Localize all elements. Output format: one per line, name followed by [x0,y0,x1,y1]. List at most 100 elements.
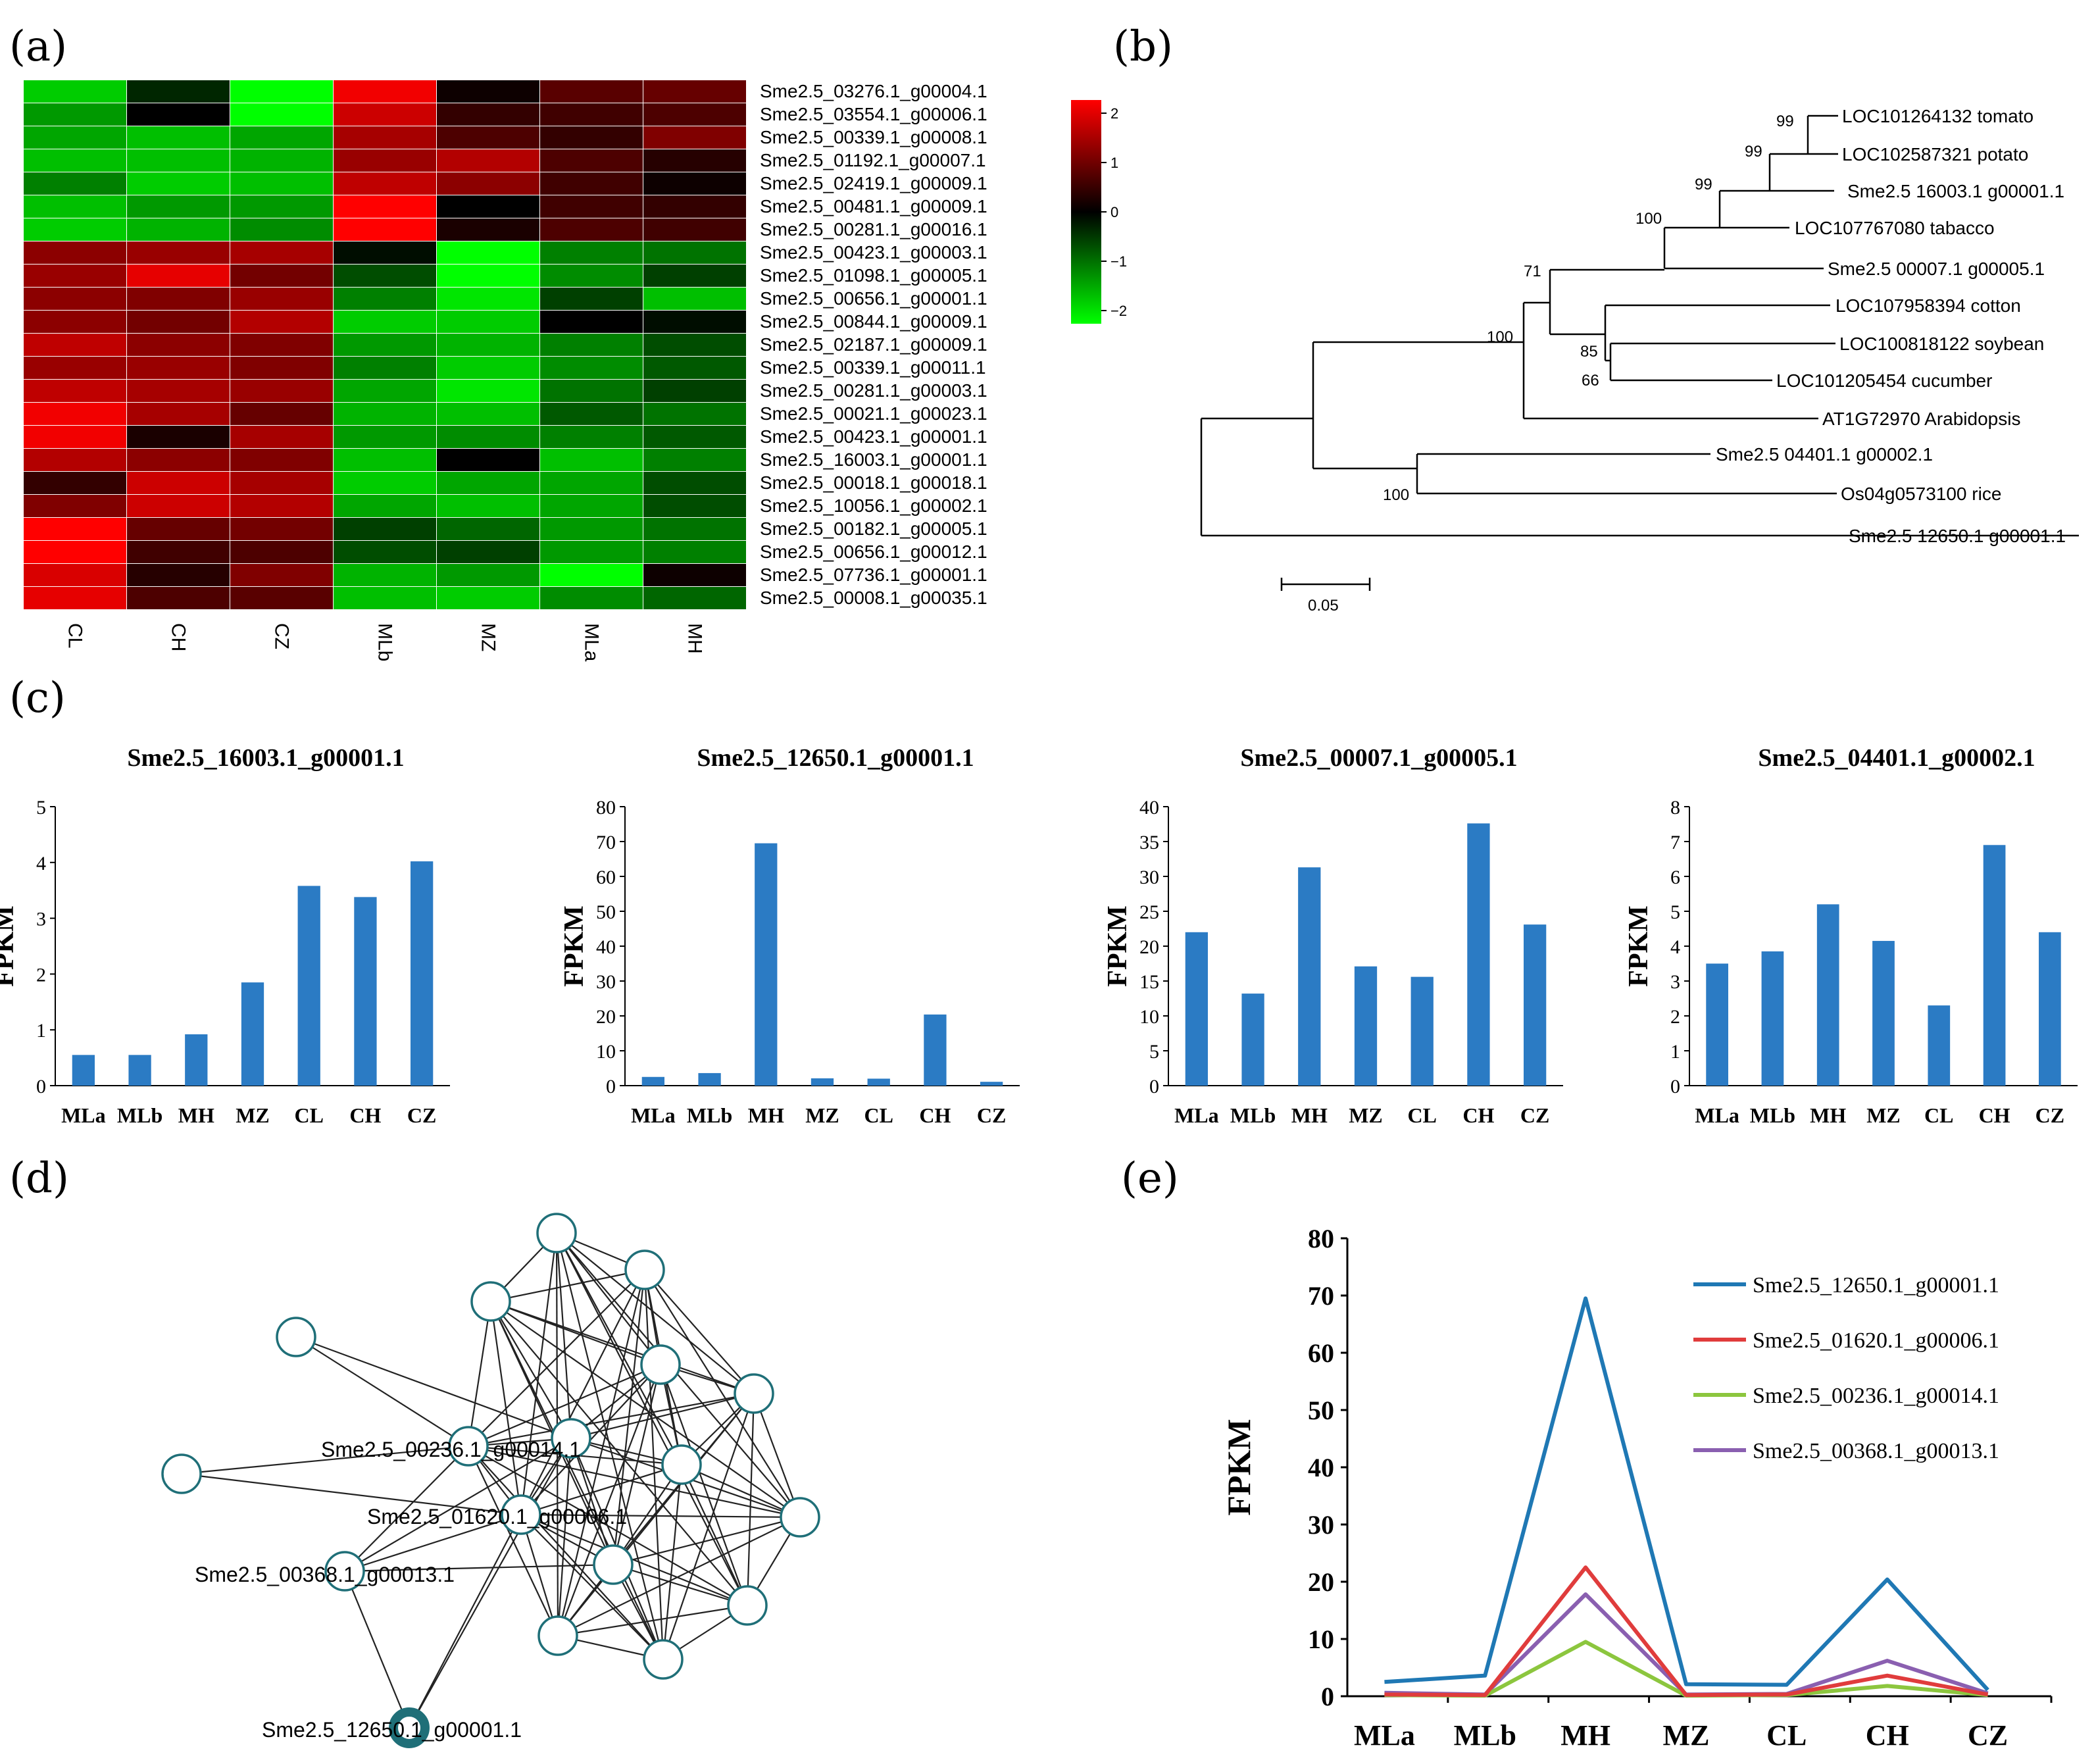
x-tick-label: MLb [1454,1719,1516,1751]
network-edge [644,1269,755,1394]
bar [755,843,778,1086]
tree-taxon-label: LOC101264132 tomato [1842,106,2034,126]
network-node [780,1497,820,1538]
bar [1706,963,1728,1086]
y-tick-label: 50 [596,901,616,923]
network-edge [490,1301,748,1606]
heatmap-gene-label: Sme2.5_03276.1_g00004.1 [760,81,987,101]
heatmap-cell [540,541,643,563]
heatmap-cell [24,195,126,218]
y-tick-label: 5 [1670,901,1680,923]
x-tick-label: MLa [61,1103,106,1127]
chart-title: Sme2.5_04401.1_g00002.1 [1758,744,2035,772]
network-node [276,1317,316,1357]
heatmap-cell [230,195,333,218]
heatmap-cell [24,80,126,103]
heatmap-cell [230,80,333,103]
heatmap-cell [643,587,746,609]
heatmap-cell [540,172,643,195]
heatmap-gene-label: Sme2.5_00423.1_g00003.1 [760,242,987,263]
y-axis-label: FPKM [1220,1419,1257,1515]
heatmap-cell [24,103,126,126]
heatmap-sample-label: CZ [271,623,293,649]
heatmap-cell [437,241,539,264]
heatmap-cell [437,564,539,586]
legend-label: Sme2.5_01620.1_g00006.1 [1753,1328,1999,1353]
heatmap-cell [334,195,436,218]
heatmap-gene-label: Sme2.5_01098.1_g00005.1 [760,265,987,286]
y-tick-label: 20 [1308,1567,1334,1597]
x-tick-label: MLa [1695,1103,1739,1127]
heatmap-cell [24,403,126,425]
heatmap-cell [540,311,643,333]
network-edge [557,1393,755,1636]
y-tick-label: 30 [1139,867,1159,888]
network-node [448,1426,489,1467]
network-edge [556,1232,801,1518]
y-tick-label: 0 [36,1076,46,1097]
heatmap-cell [334,403,436,425]
network-edge [612,1563,748,1607]
legend-label: Sme2.5_00368.1_g00013.1 [1753,1439,1999,1463]
heatmap-cell [127,403,230,425]
network-edge [520,1513,801,1519]
heatmap-cell [24,426,126,448]
y-tick-label: 40 [1308,1453,1334,1482]
network-node [537,1615,578,1656]
x-tick-label: MH [1810,1103,1846,1127]
panel-letter-d: (d) [9,1154,69,1203]
line-series [1384,1640,1988,1698]
x-tick-label: MH [1560,1719,1610,1751]
y-tick-label: 20 [1139,936,1159,958]
x-tick-label: CH [349,1103,381,1127]
bar [1241,994,1264,1086]
tree-bootstrap-label: 99 [1695,176,1712,193]
heatmap-cell [643,149,746,172]
y-tick-label: 20 [596,1006,616,1028]
bar [354,897,377,1086]
x-tick-label: MLb [117,1103,162,1127]
y-tick-label: 0 [1149,1076,1159,1097]
bar [1928,1005,1951,1086]
network-edge [181,1473,522,1516]
y-tick-label: 30 [1308,1510,1334,1540]
tree-taxon-label: Sme2.5 12650.1 g00001.1 [1849,526,2066,546]
heatmap-cell [643,218,746,241]
network-edge [520,1463,682,1516]
heatmap-cell [127,218,230,241]
heatmap-cell [230,126,333,149]
heatmap-cell [230,172,333,195]
y-tick-label: 70 [596,832,616,853]
heatmap-sample-label: MLa [581,623,603,662]
heatmap-cell [230,218,333,241]
network-edge [681,1463,801,1519]
bar [1410,976,1434,1086]
heatmap-gene-label: Sme2.5_00423.1_g00001.1 [760,426,987,447]
heatmap-cell [540,265,643,287]
heatmap-gene-label: Sme2.5_00656.1_g00012.1 [760,542,987,562]
heatmap-cell [24,495,126,517]
network-edge [662,1464,683,1660]
x-tick-label: CL [1766,1719,1807,1751]
x-tick-label: CL [864,1103,893,1127]
network-node [501,1494,541,1535]
network-edge [490,1269,645,1303]
network-edge [557,1438,572,1636]
heatmap-cell [127,518,230,540]
network-node [727,1585,768,1626]
heatmap-cell [127,103,230,126]
heatmap-gene-label: Sme2.5_16003.1_g00001.1 [760,449,987,470]
heatmap-cell [540,380,643,402]
y-tick-label: 0 [1670,1076,1680,1097]
colorbar-tick-label: 0 [1110,204,1118,220]
network-edge [467,1301,492,1447]
heatmap-cell [643,126,746,149]
heatmap-cell [437,495,539,517]
heatmap-cell [127,311,230,333]
heatmap-cell [230,564,333,586]
heatmap-gene-label: Sme2.5_00021.1_g00023.1 [760,403,987,424]
heatmap-gene-label: Sme2.5_00182.1_g00005.1 [760,518,987,539]
chart-title: Sme2.5_16003.1_g00001.1 [127,744,404,772]
y-tick-label: 10 [1308,1625,1334,1654]
heatmap-cell [437,80,539,103]
